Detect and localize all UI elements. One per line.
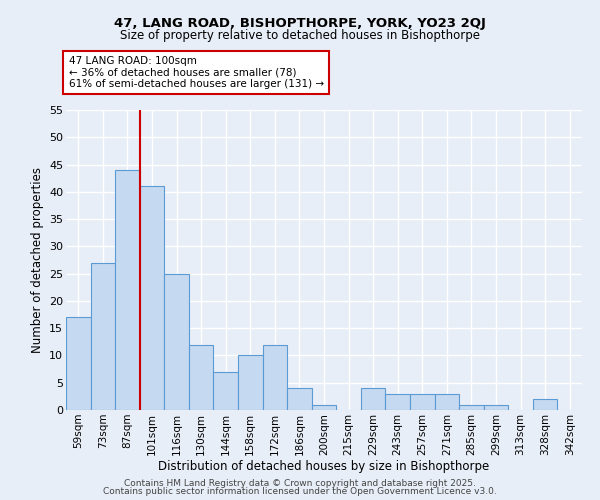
Bar	[263, 344, 287, 410]
Text: Contains public sector information licensed under the Open Government Licence v3: Contains public sector information licen…	[103, 487, 497, 496]
Text: Size of property relative to detached houses in Bishopthorpe: Size of property relative to detached ho…	[120, 29, 480, 42]
Bar	[312, 404, 336, 410]
Bar	[459, 404, 484, 410]
Bar	[287, 388, 312, 410]
Bar	[434, 394, 459, 410]
Bar	[140, 186, 164, 410]
Bar	[484, 404, 508, 410]
Text: 47 LANG ROAD: 100sqm
← 36% of detached houses are smaller (78)
61% of semi-detac: 47 LANG ROAD: 100sqm ← 36% of detached h…	[68, 56, 324, 89]
Text: 47, LANG ROAD, BISHOPTHORPE, YORK, YO23 2QJ: 47, LANG ROAD, BISHOPTHORPE, YORK, YO23 …	[114, 18, 486, 30]
Bar	[361, 388, 385, 410]
Text: Contains HM Land Registry data © Crown copyright and database right 2025.: Contains HM Land Registry data © Crown c…	[124, 478, 476, 488]
Bar	[115, 170, 140, 410]
Bar	[164, 274, 189, 410]
Bar	[214, 372, 238, 410]
Bar	[189, 344, 214, 410]
Bar	[533, 399, 557, 410]
Bar	[91, 262, 115, 410]
Bar	[66, 318, 91, 410]
X-axis label: Distribution of detached houses by size in Bishopthorpe: Distribution of detached houses by size …	[158, 460, 490, 473]
Bar	[385, 394, 410, 410]
Bar	[238, 356, 263, 410]
Bar	[410, 394, 434, 410]
Y-axis label: Number of detached properties: Number of detached properties	[31, 167, 44, 353]
